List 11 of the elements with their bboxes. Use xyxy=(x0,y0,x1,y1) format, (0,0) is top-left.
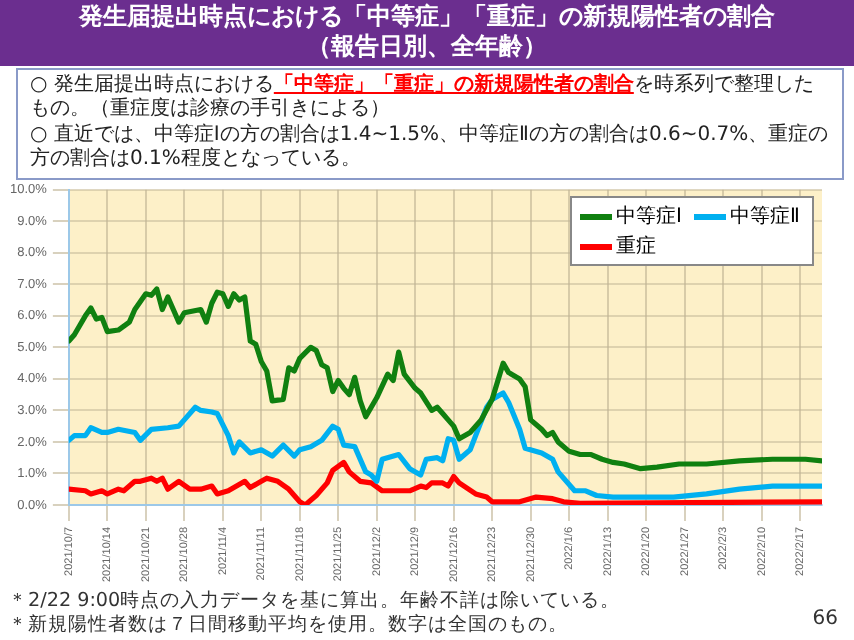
text: 66 xyxy=(812,608,838,630)
text: ＊新規陽性者数は７日間移動平均を使用。数字は全国のもの。 xyxy=(8,614,570,638)
text: 「中等症」「重症」の新規陽性者の割合 xyxy=(273,74,634,96)
legend-label: 中等症Ⅱ xyxy=(729,203,800,230)
chart-title: 発生届提出時点における「中等症」「重症」の新規陽性者の割合 xyxy=(76,2,777,32)
chart-subtitle: （報告日別、全年齢） xyxy=(305,32,549,62)
text: ○ 直近では、中等症Ⅰの方の割合は1.4~1.5%、中等症Ⅱの方の割合は0.6~0.7%、重症の方の割合は0.1%程度となっている。 xyxy=(30,124,830,172)
text: ＊2/22 9:00時点の入力データを基に算出。年齢不詳は除いている。 xyxy=(8,590,621,614)
text: ○ 発生届提出時点における xyxy=(30,74,274,96)
legend-label: 重症 xyxy=(616,233,656,260)
legend-label: 中等症Ⅰ xyxy=(616,203,682,230)
